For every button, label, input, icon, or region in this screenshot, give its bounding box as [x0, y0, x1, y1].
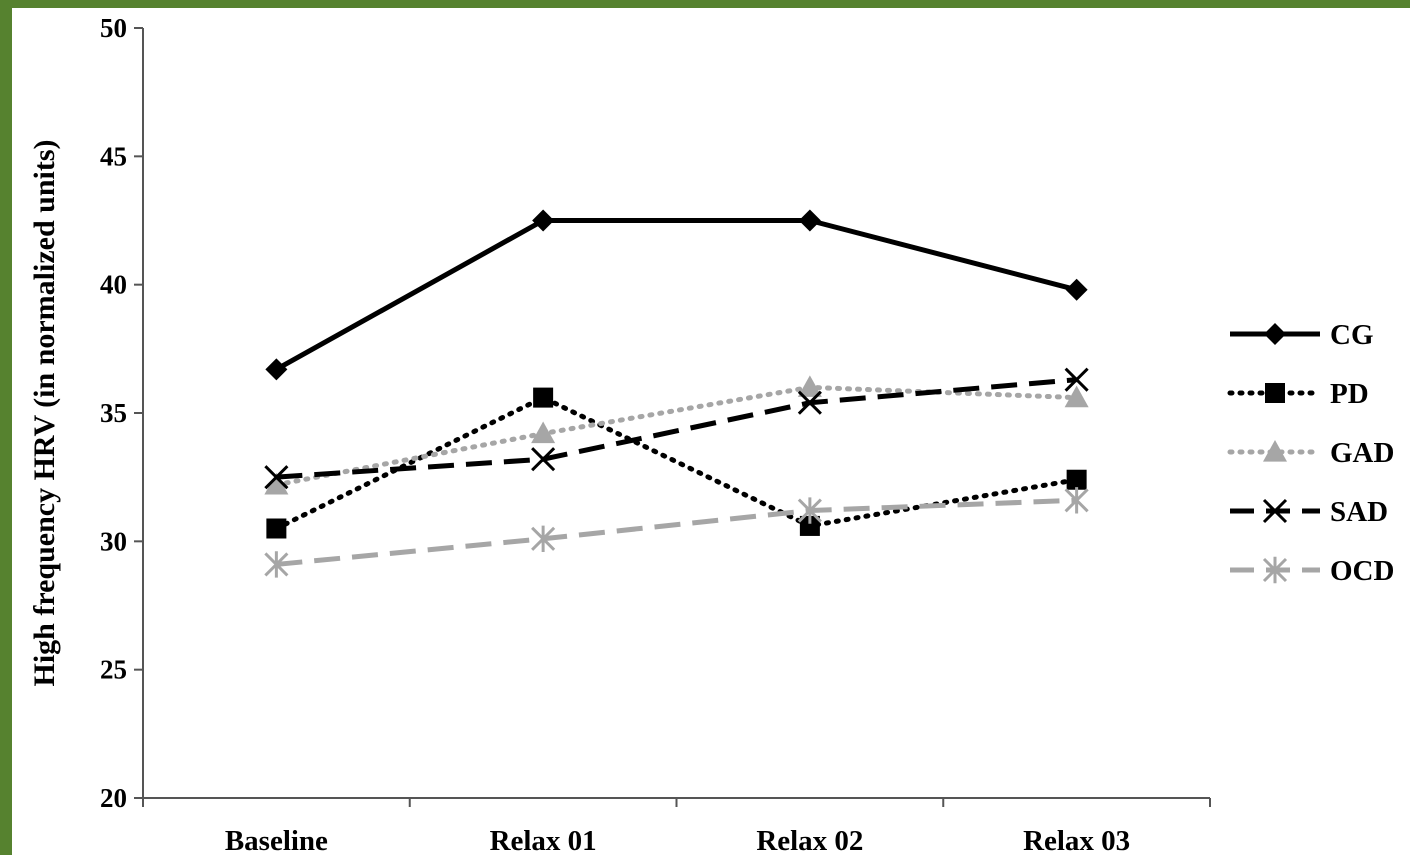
x-tick-label: Relax 02 [756, 825, 863, 855]
data-point-sad [264, 465, 289, 490]
y-tick-label: 45 [100, 141, 127, 171]
series-line-pd [273, 395, 1080, 531]
legend-label: SAD [1330, 496, 1388, 528]
data-point-cg [798, 209, 821, 232]
series-line-ocd [276, 497, 1077, 567]
y-tick-label: 25 [100, 655, 127, 685]
legend-label: OCD [1330, 555, 1394, 587]
legend-item-ocd: OCD [1230, 555, 1394, 587]
legend-marker [1263, 440, 1287, 462]
data-point-sad [531, 447, 556, 472]
series-cg [265, 209, 1088, 381]
data-point-sad [797, 390, 822, 415]
data-point-gad [1064, 385, 1089, 408]
data-point-sad [1064, 367, 1089, 392]
legend-item-pd: PD [1227, 378, 1369, 410]
legend-marker [1264, 323, 1286, 345]
y-tick-label: 20 [100, 783, 127, 813]
data-point-ocd [797, 497, 822, 524]
data-point-ocd [264, 551, 289, 578]
data-point-pd [799, 515, 820, 536]
x-tick-label: Relax 03 [1023, 825, 1130, 855]
y-tick-label: 40 [100, 270, 127, 300]
series-line-cg [275, 218, 1078, 372]
data-point-cg [265, 358, 288, 381]
legend-label: PD [1330, 378, 1369, 410]
y-tick-label: 35 [100, 398, 127, 428]
data-point-gad [797, 375, 822, 397]
series-pd [266, 387, 1087, 539]
legend-label: CG [1330, 319, 1374, 351]
data-point-pd [533, 387, 554, 408]
chart-area: 20 25 30 35 40 45 50 Baseline Relax 01 Relax 02 Re… [12, 8, 1410, 855]
y-tick-label: 50 [100, 13, 127, 43]
data-point-ocd [1064, 487, 1089, 514]
series-sad [264, 367, 1089, 490]
line-chart: 20 25 30 35 40 45 50 Baseline Relax 01 Relax 02 Re… [28, 13, 1394, 855]
legend-marker [1265, 383, 1285, 403]
legend-label: GAD [1330, 437, 1394, 469]
legend-item-gad: GAD [1227, 437, 1394, 469]
x-tick-label: Baseline [225, 825, 328, 855]
legend-marker [1262, 498, 1288, 524]
data-point-gad [531, 421, 556, 444]
legend-marker [1262, 556, 1288, 584]
data-point-gad [264, 472, 289, 495]
legend-item-sad: SAD [1230, 496, 1388, 528]
y-axis-title: High frequency HRV (in normalized units) [28, 139, 61, 686]
series-gad [264, 375, 1089, 495]
data-point-cg [1065, 278, 1088, 301]
legend-item-cg: CG [1230, 319, 1374, 351]
data-point-ocd [531, 525, 556, 552]
series-ocd [264, 487, 1089, 578]
x-tick-label: Relax 01 [490, 825, 597, 855]
series-line-sad [276, 377, 1077, 480]
data-point-cg [532, 209, 555, 232]
data-point-pd [1066, 469, 1087, 490]
data-point-pd [266, 518, 287, 539]
y-tick-label: 30 [100, 526, 127, 556]
